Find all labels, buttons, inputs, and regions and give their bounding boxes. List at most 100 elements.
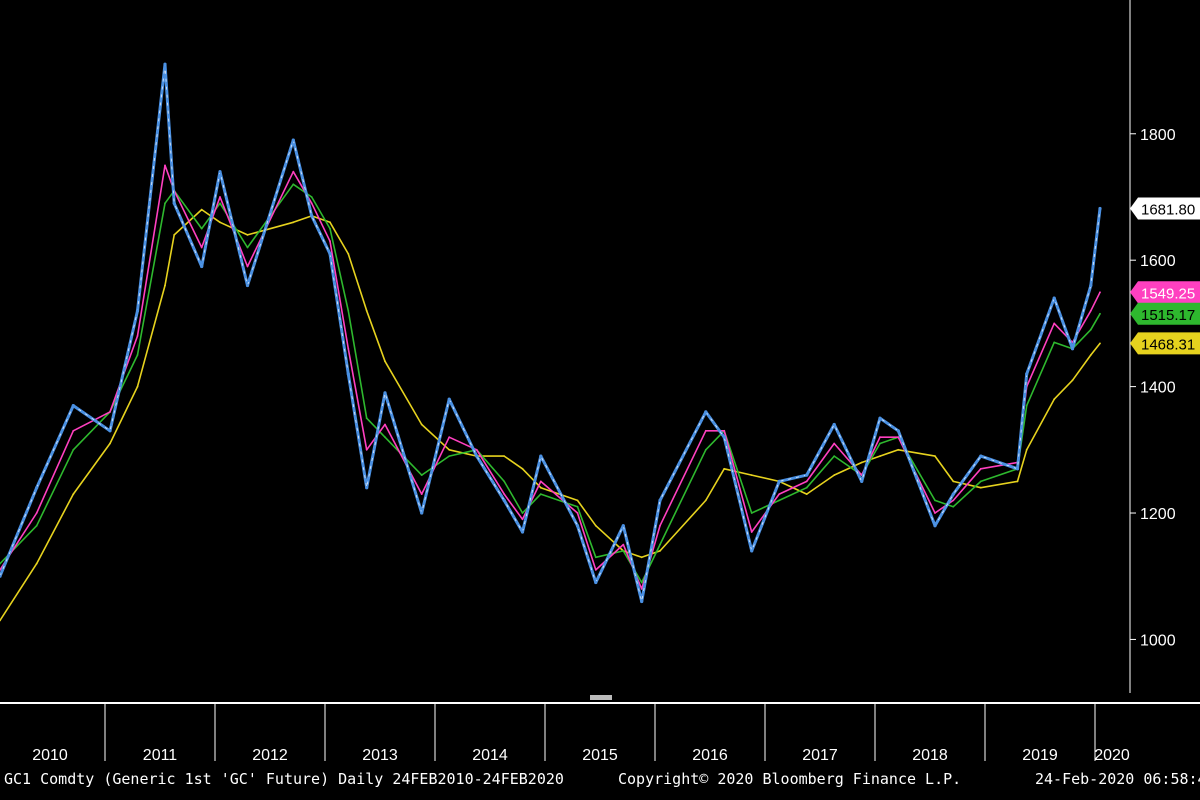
data-point-ma_short xyxy=(292,170,295,173)
security-description: GC1 Comdty (Generic 1st 'GC' Future) Dai… xyxy=(4,770,564,788)
data-point-ma_short xyxy=(448,436,451,439)
data-point-ma_long xyxy=(805,493,808,495)
data-point-ma_short xyxy=(704,429,707,432)
data-point-ma_long xyxy=(164,284,166,287)
data-point-ma_mid xyxy=(329,227,331,230)
data-point-ma_mid xyxy=(1053,341,1056,344)
last-value-label-ma_long: 1468.31 xyxy=(1141,336,1195,353)
data-point-ma_short xyxy=(723,429,726,432)
data-point-ma_mid xyxy=(521,512,524,514)
data-point-ma_mid xyxy=(136,354,139,356)
data-point-price xyxy=(383,391,387,395)
data-point-ma_long xyxy=(879,455,881,457)
data-point-ma_long xyxy=(246,234,249,236)
x-tick-label: 2020 xyxy=(1094,747,1130,764)
data-point-ma_mid xyxy=(934,499,936,502)
data-point-ma_long xyxy=(704,499,707,502)
data-point-price xyxy=(832,422,836,427)
data-point-ma_mid xyxy=(952,505,955,508)
data-point-ma_mid xyxy=(539,493,542,495)
data-point-ma_short xyxy=(539,480,542,483)
data-point-ma_mid xyxy=(778,499,781,502)
copyright-notice: Copyright© 2020 Bloomberg Finance L.P. xyxy=(618,770,962,788)
data-point-ma_long xyxy=(576,499,579,502)
data-point-price xyxy=(163,62,167,66)
data-point-ma_long xyxy=(979,486,982,489)
data-point-price xyxy=(860,479,864,483)
data-point-ma_short xyxy=(622,543,625,546)
data-point-price xyxy=(346,372,350,376)
data-point-price xyxy=(704,410,708,414)
scroll-handle[interactable] xyxy=(590,695,612,700)
data-point-ma_long xyxy=(1025,448,1028,451)
value-labels: 1681.80 1549.25 1515.17 1468.31 xyxy=(1130,197,1200,355)
x-tick-label: 2018 xyxy=(912,747,948,764)
data-point-ma_short xyxy=(640,588,643,590)
data-point-ma_long xyxy=(640,556,643,559)
data-point-ma_short xyxy=(503,493,506,495)
data-point-ma_long xyxy=(723,467,726,470)
data-point-price xyxy=(520,530,525,534)
data-point-ma_short xyxy=(219,196,221,198)
data-point-price xyxy=(621,524,625,528)
data-point-ma_long xyxy=(109,442,111,445)
data-point-price xyxy=(1015,467,1020,471)
data-point-ma_short xyxy=(833,442,836,445)
data-point-ma_mid xyxy=(72,448,75,451)
data-point-ma_mid xyxy=(200,227,203,230)
data-point-ma_short xyxy=(952,499,955,502)
x-tick-label: 2014 xyxy=(472,747,508,764)
data-point-ma_short xyxy=(35,512,38,514)
x-tick-label: 2015 xyxy=(582,747,618,764)
data-point-ma_mid xyxy=(704,448,707,451)
data-point-ma_long xyxy=(952,480,955,483)
data-point-ma_long xyxy=(1089,354,1092,356)
data-point-ma_mid xyxy=(1025,404,1028,407)
data-point-price xyxy=(575,524,580,528)
data-point-price xyxy=(777,479,781,483)
data-point-ma_short xyxy=(365,448,368,451)
data-point-ma_short xyxy=(347,347,350,350)
data-point-price xyxy=(1098,206,1102,211)
data-point-ma_short xyxy=(1089,309,1092,312)
x-tick-label: 2013 xyxy=(362,747,398,764)
plot-area xyxy=(0,62,1102,622)
data-point-ma_mid xyxy=(0,562,1,565)
data-point-ma_long xyxy=(200,208,203,211)
last-value-tag-ma_mid xyxy=(1130,302,1200,325)
data-point-ma_short xyxy=(164,164,166,167)
data-point-ma_short xyxy=(594,569,597,571)
timestamp: 24-Feb-2020 06:58:47 xyxy=(1035,770,1200,788)
data-point-ma_long xyxy=(833,474,836,476)
axes: 1000 1200 1400 1600 1800 2010 2011 2012 2013 2014… xyxy=(0,0,1200,764)
data-point-ma_short xyxy=(778,493,781,495)
data-point-price xyxy=(310,214,314,218)
data-point-price xyxy=(951,492,955,496)
data-point-ma_short xyxy=(659,524,661,527)
last-value-tag-ma_long xyxy=(1130,332,1200,355)
data-point-ma_mid xyxy=(750,512,753,514)
data-point-ma_long xyxy=(292,221,295,224)
y-tick-label: 1400 xyxy=(1140,380,1176,397)
data-point-ma_mid xyxy=(979,480,982,483)
data-point-price xyxy=(71,404,75,408)
x-tick-label: 2012 xyxy=(252,747,288,764)
data-point-price xyxy=(594,580,598,585)
data-point-ma_short xyxy=(109,411,111,413)
data-point-price xyxy=(365,486,369,490)
data-point-ma_mid xyxy=(640,581,643,584)
data-point-ma_long xyxy=(0,619,1,622)
data-point-ma_long xyxy=(173,234,176,236)
data-point-price xyxy=(291,138,295,142)
data-point-ma_long xyxy=(365,309,368,312)
data-point-ma_mid xyxy=(879,442,881,445)
data-point-price xyxy=(933,524,937,528)
series-line-price-highlight xyxy=(0,64,1101,602)
y-tick-label: 1600 xyxy=(1140,253,1176,270)
data-point-ma_mid xyxy=(384,436,386,439)
data-point-ma_long xyxy=(539,486,542,489)
last-value-label-ma_mid: 1515.17 xyxy=(1141,307,1195,324)
data-point-ma_short xyxy=(879,436,881,439)
x-tick-label: 2016 xyxy=(692,747,728,764)
data-point-price xyxy=(502,498,506,502)
